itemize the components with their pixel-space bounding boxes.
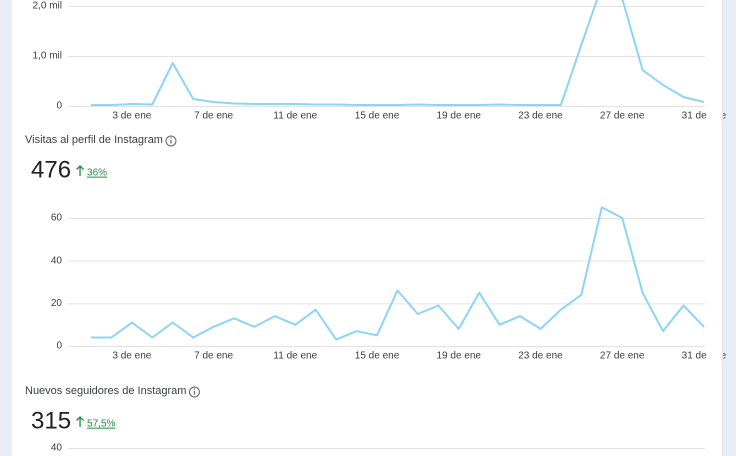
- x-tick-label: 7 de ene: [194, 111, 233, 122]
- section-title: Nuevos seguidores de Instagram: [25, 385, 186, 397]
- y-tick-label: 1,0 mil: [33, 51, 62, 62]
- info-icon: [165, 135, 177, 147]
- y-tick-label: 40: [51, 255, 63, 266]
- x-tick-label: 11 de ene: [273, 351, 317, 362]
- up-arrow: [76, 165, 85, 176]
- info-icon-dot: [170, 137, 172, 139]
- x-tick-label: 15 de ene: [355, 351, 400, 362]
- x-tick-label: 3 de ene: [112, 111, 151, 122]
- x-tick-label: 23 de ene: [518, 111, 563, 122]
- y-tick-label: 40: [51, 443, 63, 454]
- x-tick-label: 15 de ene: [355, 111, 400, 122]
- y-tick-label: 0: [56, 101, 62, 112]
- section-title: Visitas al perfil de Instagram: [25, 134, 163, 146]
- data-line: [91, 0, 705, 106]
- x-tick-label: 19 de ene: [436, 111, 481, 122]
- info-icon: [188, 386, 200, 398]
- total-value: 476: [31, 156, 71, 183]
- x-tick-label: 31 de ene: [682, 111, 727, 122]
- x-tick-label: 31 de ene: [682, 351, 727, 362]
- x-tick-label: 19 de ene: [436, 351, 481, 362]
- x-tick-label: 27 de ene: [600, 351, 645, 362]
- y-tick-label: 60: [51, 213, 63, 224]
- info-icon-dot: [193, 388, 196, 390]
- card: [12, 0, 722, 456]
- y-tick-label: 20: [51, 298, 63, 309]
- x-tick-label: 3 de ene: [112, 351, 151, 362]
- change-percent: 36%: [87, 168, 107, 179]
- total-value: 315: [31, 407, 71, 434]
- right-margin: [708, 0, 722, 456]
- x-tick-label: 7 de ene: [194, 351, 233, 362]
- x-tick-label: 11 de ene: [273, 111, 317, 122]
- up-arrow: [76, 416, 85, 427]
- change-percent: 57,5%: [87, 419, 115, 430]
- data-line: [91, 206, 705, 341]
- y-tick-label: 0: [56, 341, 62, 352]
- x-tick-label: 23 de ene: [518, 351, 563, 362]
- x-tick-label: 27 de ene: [600, 111, 645, 122]
- y-tick-label: 2,0 mil: [33, 1, 62, 12]
